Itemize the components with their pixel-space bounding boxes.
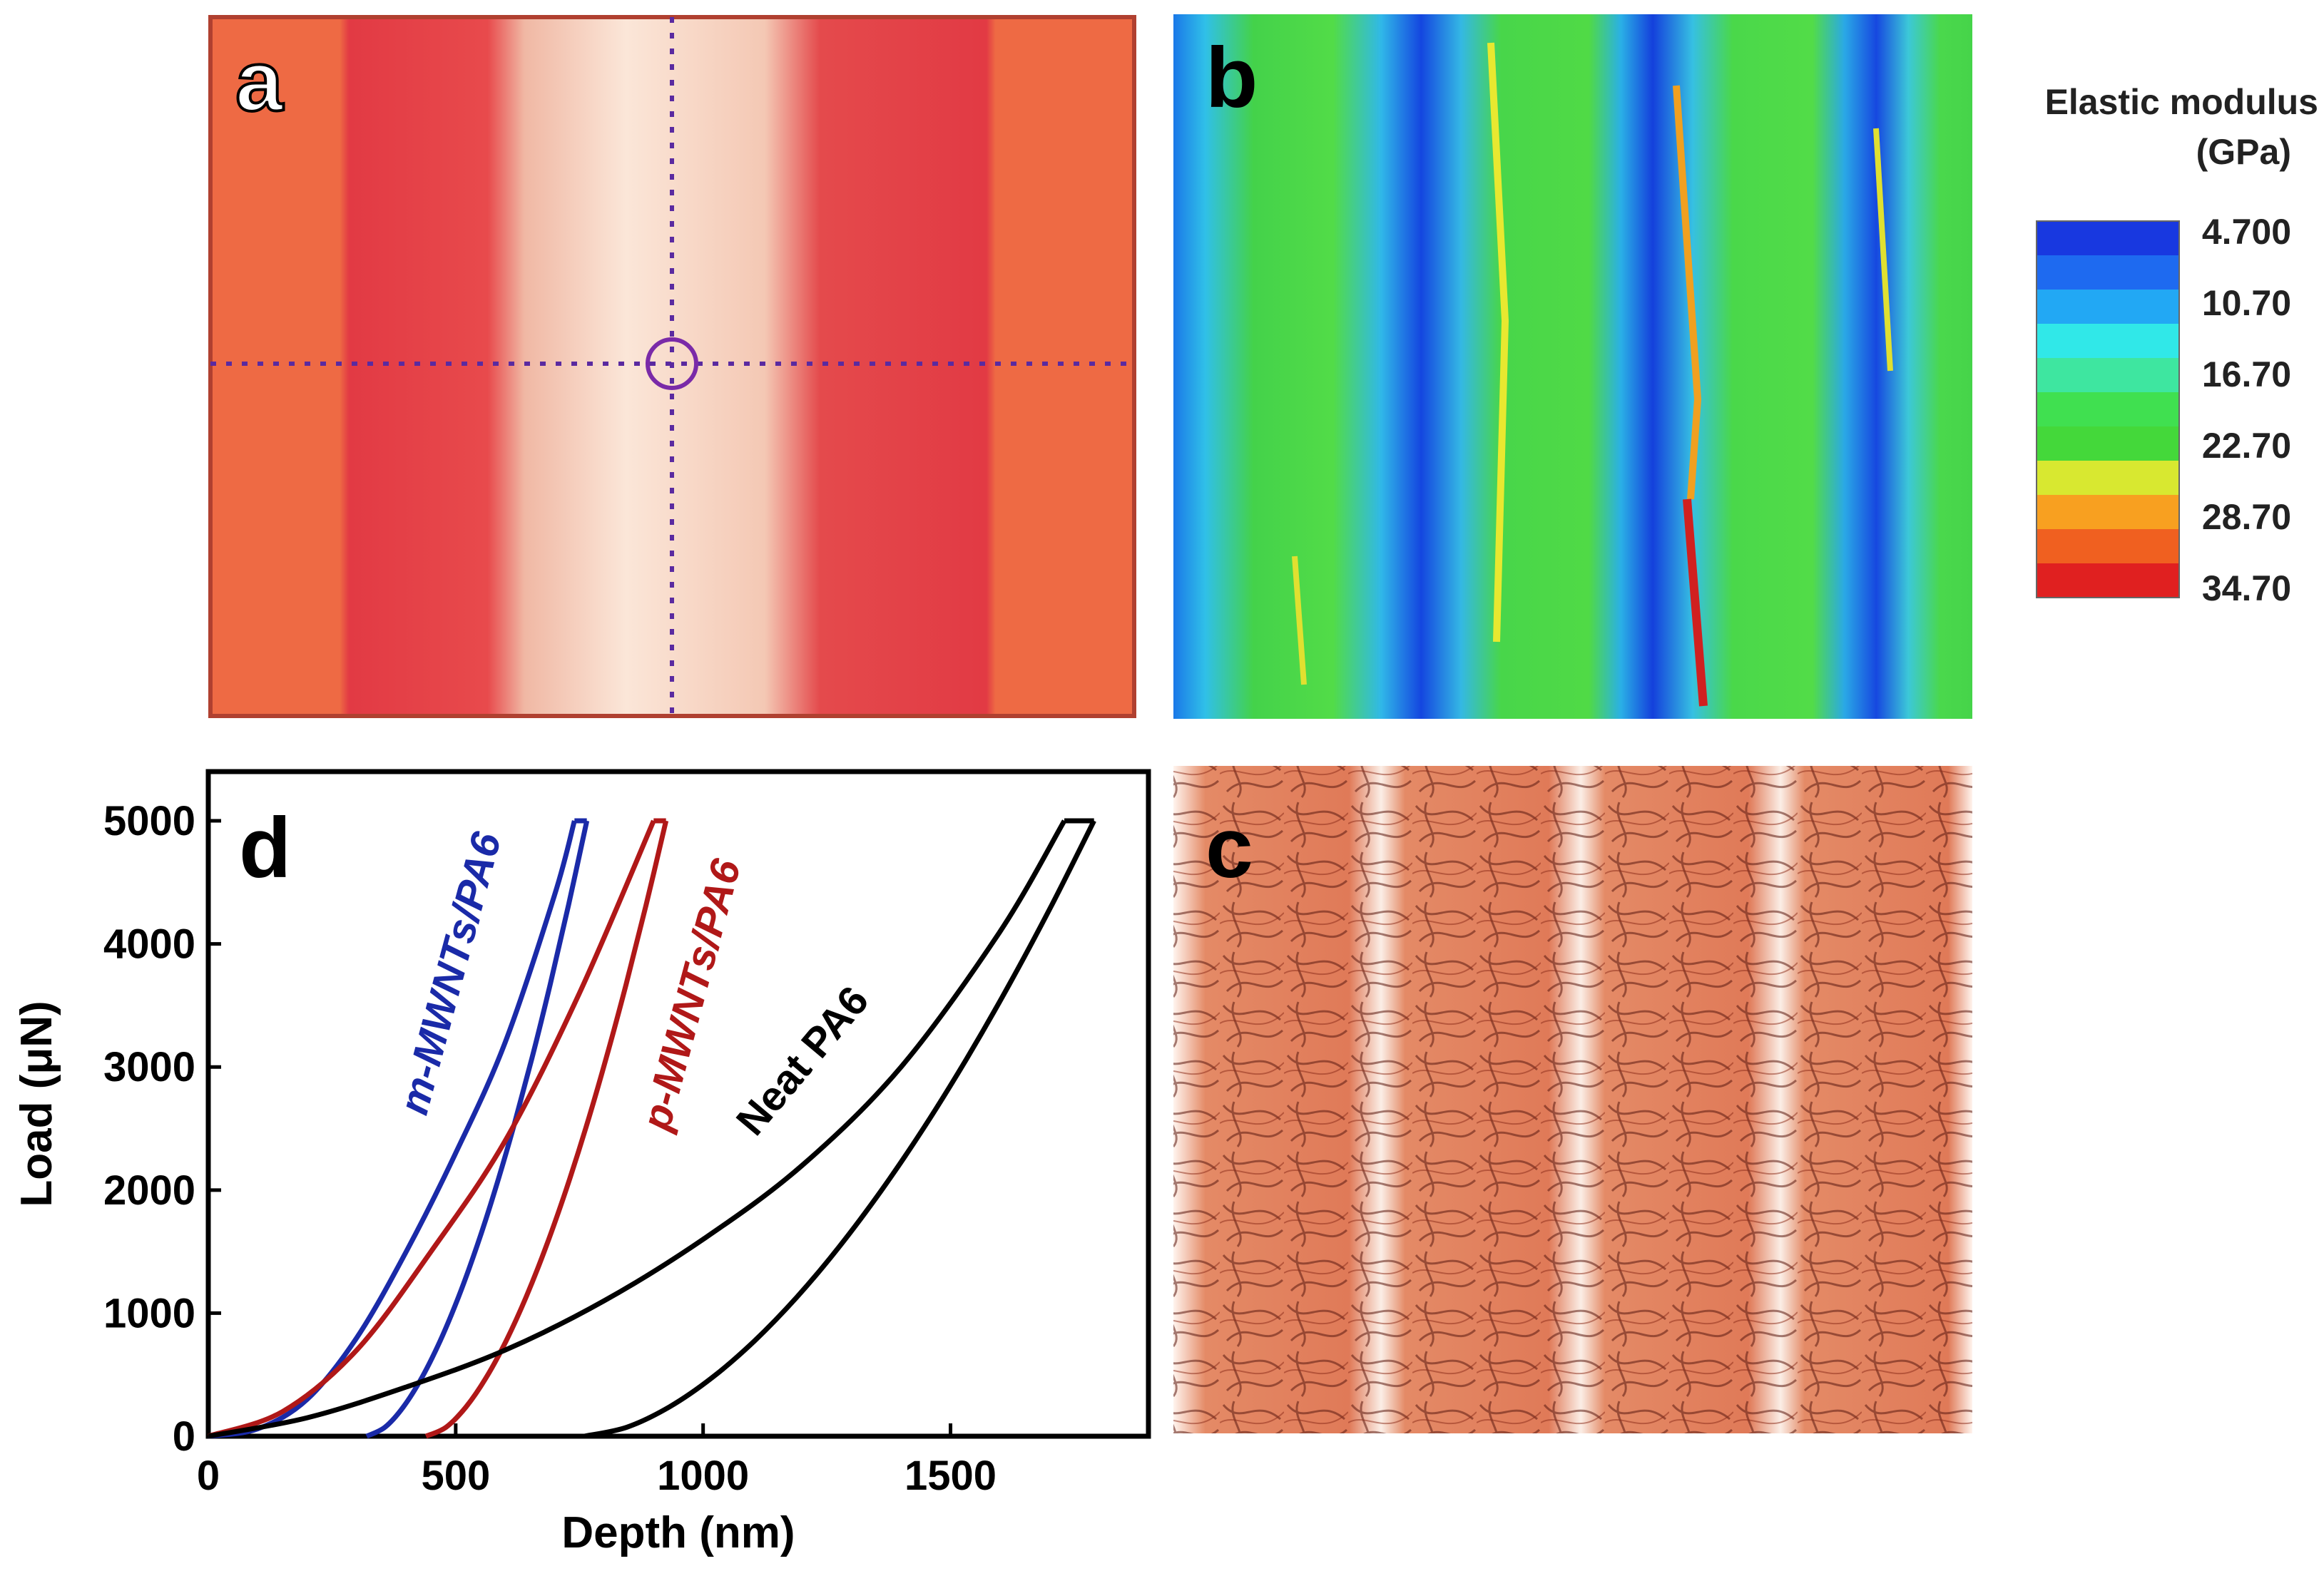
colorbar-swatch	[2037, 221, 2179, 256]
panel-b-streak	[1683, 498, 1708, 707]
panel-b-streak	[1873, 128, 1893, 372]
unloading-curve-neat-pa6	[583, 819, 1096, 1439]
colorbar-swatch	[2037, 461, 2179, 496]
panel-a: a	[208, 15, 1136, 718]
y-tick-label: 4000	[103, 921, 195, 968]
panel-d: 0 500 1000 1500 0 1000 2000 3000 4000 5000 d Dept…	[12, 769, 1151, 1557]
y-tick-label: 2000	[103, 1167, 195, 1214]
y-tick-label: 1000	[103, 1290, 195, 1336]
loading-curve-neat-pa6	[208, 819, 1067, 1439]
x-tick-label: 0	[197, 1453, 220, 1499]
crosshair-circle	[646, 337, 698, 390]
panel-d-label: d	[239, 800, 291, 896]
colorbar-tick-label: 34.70	[2202, 568, 2291, 608]
colorbar-swatch	[2037, 255, 2179, 290]
panel-a-label: a	[235, 34, 284, 129]
colorbar-swatch	[2037, 290, 2179, 324]
colorbar-tick-label: 22.70	[2202, 426, 2291, 466]
colorbar-swatch	[2037, 324, 2179, 359]
panel-b-streak	[1673, 85, 1702, 500]
loading-curve-m-mwnts-pa6	[208, 820, 577, 1439]
panel-b: b	[1173, 14, 1972, 719]
y-tick-label: 0	[173, 1413, 195, 1460]
x-tick-label: 1500	[904, 1453, 997, 1499]
x-tick-label: 500	[421, 1453, 490, 1499]
panel-c: c	[1173, 766, 1972, 1433]
colorbar-swatches	[2036, 220, 2180, 598]
unloading-curve-p-mwnts-pa6	[424, 820, 669, 1439]
colorbar-tick-label: 4.700	[2202, 212, 2291, 252]
panel-b-modulus-map	[1173, 14, 1972, 719]
colorbar: Elastic modulus (GPa) 4.700 10.70 16.70 22.…	[2036, 82, 2318, 608]
panel-c-fibers	[1173, 766, 1972, 1433]
axes: 0 500 1000 1500 0 1000 2000 3000 4000 5000	[103, 798, 997, 1499]
colorbar-swatch	[2037, 529, 2179, 564]
colorbar-tick-label: 16.70	[2202, 354, 2291, 394]
y-tick-label: 3000	[103, 1044, 195, 1090]
panel-b-label: b	[1206, 30, 1258, 126]
x-axis-label: Depth (nm)	[561, 1508, 795, 1557]
colorbar-border	[2036, 220, 2180, 598]
colorbar-swatch	[2037, 563, 2179, 598]
colorbar-swatch	[2037, 392, 2179, 427]
colorbar-tick-label: 28.70	[2202, 497, 2291, 537]
panel-c-label: c	[1206, 800, 1253, 896]
colorbar-swatch	[2037, 358, 2179, 393]
curves	[207, 818, 1096, 1439]
colorbar-swatch	[2037, 495, 2179, 530]
loading-curve-p-mwnts-pa6	[207, 819, 656, 1439]
x-tick-label: 1000	[657, 1453, 749, 1499]
unloading-curve-m-mwnts-pa6	[365, 820, 590, 1439]
panel-b-streak	[1292, 556, 1307, 685]
colorbar-unit: (GPa)	[2196, 132, 2291, 172]
y-tick-label: 5000	[103, 798, 195, 844]
y-axis-label: Load (μN)	[12, 1001, 61, 1207]
colorbar-tick-label: 10.70	[2202, 283, 2291, 323]
colorbar-ticks: 4.700 10.70 16.70 22.70 28.70 34.70	[2202, 212, 2291, 608]
colorbar-title: Elastic modulus	[2045, 82, 2318, 122]
panel-b-streak	[1487, 42, 1509, 643]
colorbar-swatch	[2037, 426, 2179, 461]
